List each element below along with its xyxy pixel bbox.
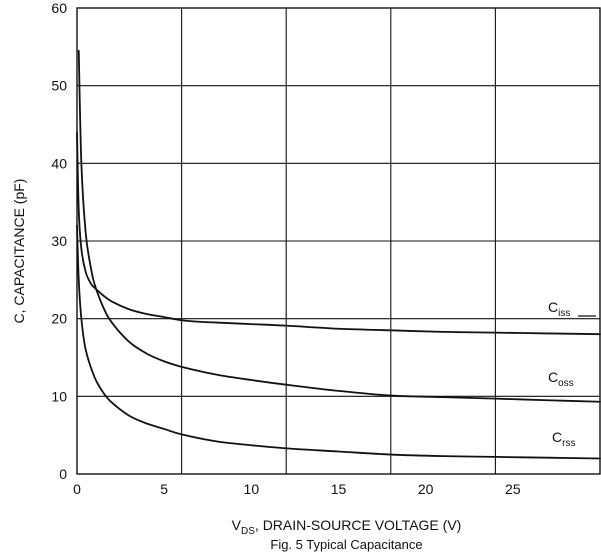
x-tick-label: 0 — [73, 481, 81, 497]
x-axis-title: VDS, DRAIN-SOURCE VOLTAGE (V) — [232, 517, 462, 537]
y-tick-label: 10 — [51, 388, 67, 404]
series-curves — [76, 49, 601, 460]
y-tick-label: 30 — [51, 233, 67, 249]
x-axis-title-main: V — [232, 517, 242, 533]
y-tick-label: 50 — [51, 78, 67, 94]
y-axis-title: C, CAPACITANCE (pF) — [11, 179, 27, 324]
series-line-iss — [76, 131, 601, 336]
series-line-rss — [76, 224, 601, 460]
series-label-rss: Crss — [552, 429, 575, 449]
series-label-subscript: iss — [558, 308, 570, 319]
y-tick-label: 20 — [51, 311, 67, 327]
series-label-main: C — [548, 369, 558, 385]
x-tick-label: 5 — [160, 481, 168, 497]
series-label-iss: Ciss — [548, 299, 570, 319]
y-tick-label: 60 — [51, 0, 67, 16]
x-tick-label: 10 — [244, 481, 260, 497]
series-line-oss — [77, 49, 601, 403]
series-label-oss: Coss — [548, 369, 574, 389]
x-tick-label: 15 — [331, 481, 347, 497]
x-tick-label: 25 — [505, 481, 521, 497]
gridlines — [77, 8, 600, 474]
tick-labels: 0 5 10 15 20 25 0 10 20 30 40 50 60 — [51, 0, 520, 497]
x-tick-label: 20 — [418, 481, 434, 497]
series-label-subscript: rss — [562, 438, 575, 449]
series-label-subscript: oss — [558, 378, 574, 389]
x-axis-title-subscript: DS — [241, 526, 255, 537]
x-axis-title-rest: , DRAIN-SOURCE VOLTAGE (V) — [255, 517, 461, 533]
series-label-main: C — [552, 429, 562, 445]
y-tick-label: 0 — [59, 466, 67, 482]
series-label-main: C — [548, 299, 558, 315]
figure-caption: Fig. 5 Typical Capacitance — [270, 537, 422, 552]
y-tick-label: 40 — [51, 155, 67, 171]
